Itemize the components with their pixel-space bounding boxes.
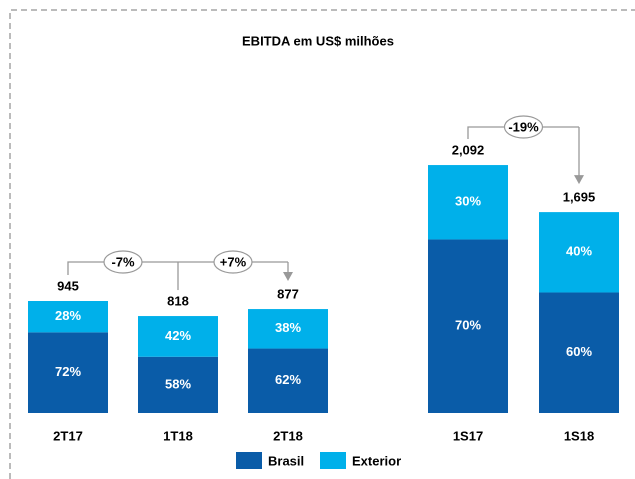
segment-label: 58%	[165, 376, 191, 391]
x-tick-label: 2T18	[273, 428, 303, 443]
bar-segment	[539, 212, 619, 293]
bar-segment	[28, 332, 108, 413]
total-label: 1,695	[563, 190, 596, 205]
arrow-head	[283, 272, 293, 282]
segment-label: 30%	[455, 194, 481, 209]
change-label: +7%	[220, 254, 247, 269]
bar-segment	[539, 292, 619, 413]
segment-label: 60%	[566, 344, 592, 359]
bar-segment	[428, 239, 508, 413]
x-tick-label: 2T17	[53, 428, 83, 443]
bar-segment	[138, 356, 218, 413]
bar-segment	[248, 309, 328, 349]
change-oval	[213, 250, 253, 274]
bar-segment	[428, 165, 508, 240]
change-label: -19%	[508, 119, 539, 134]
total-label: 818	[167, 293, 189, 308]
segment-label: 38%	[275, 320, 301, 335]
bar-segment	[248, 348, 328, 413]
segment-label: 28%	[55, 308, 81, 323]
frame	[9, 9, 635, 479]
change-oval	[503, 115, 544, 139]
change-label: -7%	[111, 254, 135, 269]
total-label: 2,092	[452, 142, 485, 157]
segment-label: 40%	[566, 244, 592, 259]
x-tick-label: 1S18	[564, 428, 594, 443]
x-tick-label: 1S17	[453, 428, 483, 443]
legend-label: Exterior	[352, 453, 401, 468]
total-label: 877	[277, 286, 299, 301]
segment-label: 70%	[455, 318, 481, 333]
segment-label: 42%	[165, 328, 191, 343]
chart-title: EBITDA em US$ milhões	[242, 33, 394, 48]
bar-segment	[28, 301, 108, 333]
segment-label: 72%	[55, 364, 81, 379]
arrow-head	[574, 175, 584, 185]
legend-label: Brasil	[268, 453, 304, 468]
segment-label: 62%	[275, 372, 301, 387]
legend-swatch	[320, 452, 346, 469]
total-label: 945	[57, 278, 79, 293]
change-oval	[103, 250, 143, 274]
bar-segment	[138, 316, 218, 357]
x-tick-label: 1T18	[163, 428, 193, 443]
legend-swatch	[236, 452, 262, 469]
